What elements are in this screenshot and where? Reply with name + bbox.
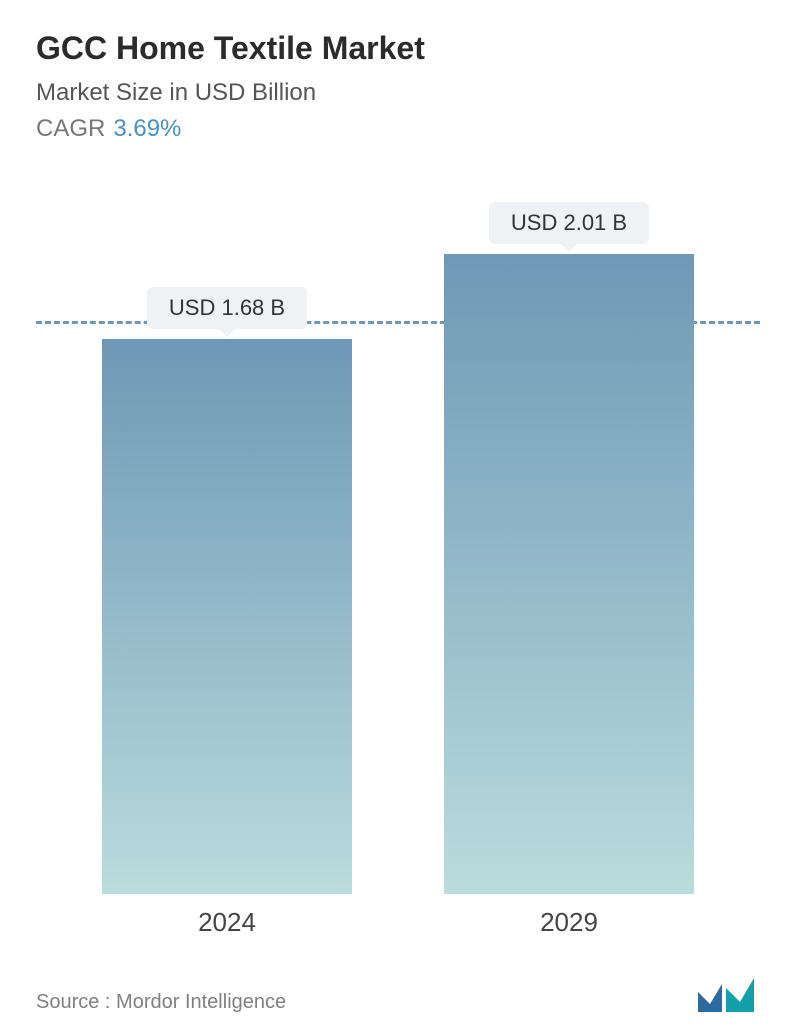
cagr-row: CAGR 3.69% (36, 115, 760, 143)
bar-group-0: USD 1.68 B 2024 (102, 339, 352, 894)
logo-icon (696, 974, 760, 1014)
bars-container: USD 1.68 B 2024 USD 2.01 B 2029 (36, 191, 760, 944)
bar-1 (444, 254, 694, 894)
cagr-value: 3.69% (113, 115, 181, 142)
value-badge-0: USD 1.68 B (147, 287, 307, 329)
chart-subtitle: Market Size in USD Billion (36, 79, 760, 107)
source-text: Source : Mordor Intelligence (36, 991, 286, 1014)
bar-group-1: USD 2.01 B 2029 (444, 254, 694, 894)
cagr-label: CAGR (36, 115, 105, 142)
footer: Source : Mordor Intelligence (36, 964, 760, 1014)
bar-0 (102, 339, 352, 894)
year-label-0: 2024 (198, 907, 256, 938)
chart-area: USD 1.68 B 2024 USD 2.01 B 2029 (36, 191, 760, 944)
value-badge-1: USD 2.01 B (489, 202, 649, 244)
chart-title: GCC Home Textile Market (36, 30, 760, 67)
year-label-1: 2029 (540, 907, 598, 938)
